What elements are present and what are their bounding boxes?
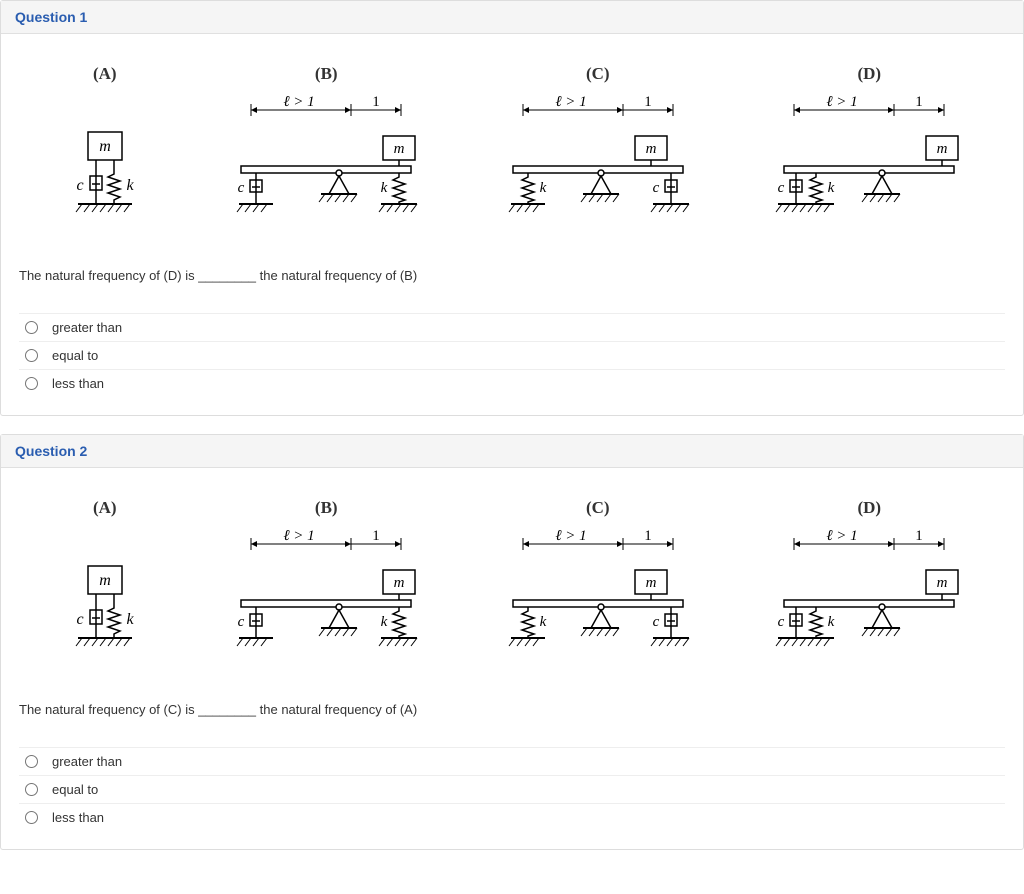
svg-text:c: c xyxy=(76,177,83,194)
diagram-1B-svg: ℓ > 1 1 m c xyxy=(221,92,431,237)
radio-q2-greater[interactable] xyxy=(25,755,38,768)
svg-text:m: m xyxy=(937,575,948,591)
answer-row[interactable]: less than xyxy=(19,370,1005,397)
svg-text:1: 1 xyxy=(916,528,924,544)
svg-text:ℓ > 1: ℓ > 1 xyxy=(284,94,315,110)
question-1-diagrams: (A) m c k xyxy=(19,64,1005,240)
diagram-2A-svg: m c k xyxy=(50,526,160,671)
svg-text:c: c xyxy=(652,180,659,196)
diagram-2C: (C) ℓ > 1 1 m k xyxy=(493,498,703,674)
answer-label: less than xyxy=(52,376,104,391)
svg-text:1: 1 xyxy=(644,94,652,110)
question-1-title: Question 1 xyxy=(1,1,1023,34)
svg-text:ℓ > 1: ℓ > 1 xyxy=(555,94,586,110)
answer-row[interactable]: greater than xyxy=(19,314,1005,342)
question-1-answers: greater than equal to less than xyxy=(19,313,1005,397)
diagram-1D-label: (D) xyxy=(764,64,974,84)
answer-label: equal to xyxy=(52,348,98,363)
svg-text:1: 1 xyxy=(373,94,381,110)
radio-q2-less[interactable] xyxy=(25,811,38,824)
svg-text:m: m xyxy=(937,141,948,157)
svg-text:k: k xyxy=(828,180,835,196)
diagram-1C: (C) ℓ > 1 1 m xyxy=(493,64,703,240)
radio-q2-equal[interactable] xyxy=(25,783,38,796)
svg-text:c: c xyxy=(778,614,785,630)
question-1-prompt: The natural frequency of (D) is ________… xyxy=(19,268,1005,283)
svg-text:1: 1 xyxy=(373,528,381,544)
question-2-prompt: The natural frequency of (C) is ________… xyxy=(19,702,1005,717)
svg-text:c: c xyxy=(238,180,245,196)
question-1-body: (A) m c k xyxy=(1,34,1023,415)
answer-label: less than xyxy=(52,810,104,825)
svg-text:1: 1 xyxy=(644,528,652,544)
answer-label: greater than xyxy=(52,320,122,335)
radio-q1-greater[interactable] xyxy=(25,321,38,334)
answer-label: equal to xyxy=(52,782,98,797)
diagram-2D: (D) ℓ > 1 1 m xyxy=(764,498,974,674)
svg-text:m: m xyxy=(99,138,111,155)
answer-row[interactable]: equal to xyxy=(19,342,1005,370)
svg-text:ℓ > 1: ℓ > 1 xyxy=(827,94,858,110)
svg-text:ℓ > 1: ℓ > 1 xyxy=(827,528,858,544)
diagram-2C-label: (C) xyxy=(493,498,703,518)
diagram-1D-svg: ℓ > 1 1 m c k xyxy=(764,92,974,237)
diagram-2C-svg: ℓ > 1 1 m k xyxy=(493,526,703,671)
svg-text:m: m xyxy=(99,572,111,589)
diagram-2A: (A) m c k xyxy=(50,498,160,674)
svg-text:m: m xyxy=(394,141,405,157)
diagram-2B-label: (B) xyxy=(221,498,431,518)
svg-text:k: k xyxy=(828,614,835,630)
diagram-2D-svg: ℓ > 1 1 m c k xyxy=(764,526,974,671)
svg-text:c: c xyxy=(238,614,245,630)
svg-text:c: c xyxy=(76,611,83,628)
question-1-block: Question 1 (A) m c xyxy=(0,0,1024,416)
diagram-1C-svg: ℓ > 1 1 m k xyxy=(493,92,703,237)
svg-text:m: m xyxy=(645,141,656,157)
answer-row[interactable]: less than xyxy=(19,804,1005,831)
diagram-2D-label: (D) xyxy=(764,498,974,518)
question-2-body: (A) m c k xyxy=(1,468,1023,849)
svg-text:m: m xyxy=(645,575,656,591)
diagram-1D: (D) ℓ > 1 1 m xyxy=(764,64,974,240)
diagram-1C-label: (C) xyxy=(493,64,703,84)
question-2-block: Question 2 (A) m c k xyxy=(0,434,1024,850)
svg-text:k: k xyxy=(126,611,134,628)
svg-text:k: k xyxy=(381,180,388,196)
radio-q1-less[interactable] xyxy=(25,377,38,390)
question-2-answers: greater than equal to less than xyxy=(19,747,1005,831)
svg-text:ℓ > 1: ℓ > 1 xyxy=(555,528,586,544)
radio-q1-equal[interactable] xyxy=(25,349,38,362)
question-2-diagrams: (A) m c k xyxy=(19,498,1005,674)
svg-text:k: k xyxy=(126,177,134,194)
answer-label: greater than xyxy=(52,754,122,769)
diagram-2B: (B) ℓ > 1 1 m xyxy=(221,498,431,674)
answer-row[interactable]: equal to xyxy=(19,776,1005,804)
svg-text:m: m xyxy=(394,575,405,591)
svg-text:k: k xyxy=(539,614,546,630)
diagram-1A-svg: m c k xyxy=(50,92,160,237)
diagram-2B-svg: ℓ > 1 1 m c xyxy=(221,526,431,671)
svg-text:c: c xyxy=(652,614,659,630)
svg-text:1: 1 xyxy=(916,94,924,110)
diagram-1B: (B) ℓ > 1 1 m xyxy=(221,64,431,240)
diagram-2A-label: (A) xyxy=(50,498,160,518)
diagram-1B-label: (B) xyxy=(221,64,431,84)
answer-row[interactable]: greater than xyxy=(19,748,1005,776)
diagram-1A: (A) m c k xyxy=(50,64,160,240)
svg-text:c: c xyxy=(778,180,785,196)
svg-text:k: k xyxy=(539,180,546,196)
svg-text:ℓ > 1: ℓ > 1 xyxy=(284,528,315,544)
svg-text:k: k xyxy=(381,614,388,630)
diagram-1A-label: (A) xyxy=(50,64,160,84)
question-2-title: Question 2 xyxy=(1,435,1023,468)
